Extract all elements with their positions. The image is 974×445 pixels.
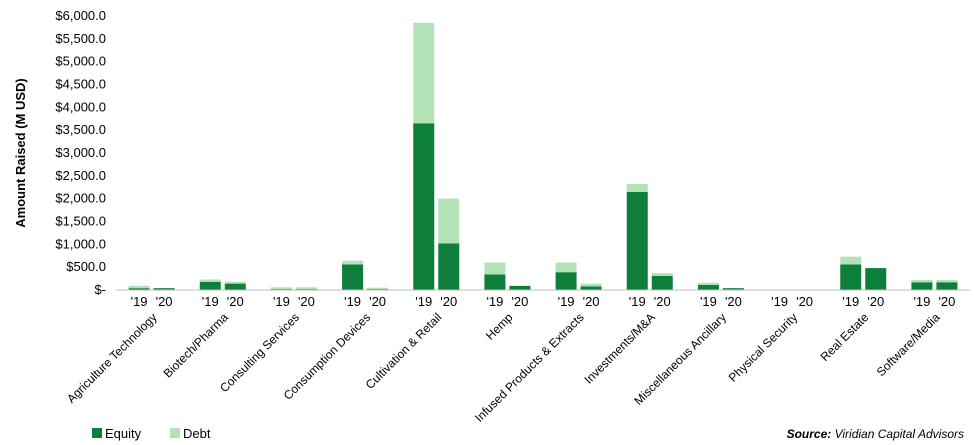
- y-axis-title: Amount Raised (M USD): [13, 78, 28, 228]
- y-tick-label: $1,500.0: [55, 214, 106, 229]
- year-tick-label: '20: [867, 294, 884, 309]
- bar-debt: [555, 262, 577, 273]
- bar-debt: [840, 256, 862, 265]
- bar-equity: [413, 123, 435, 290]
- year-tick-label: '20: [227, 294, 244, 309]
- bar-debt: [295, 287, 317, 290]
- legend-swatch-debt: [170, 428, 180, 438]
- y-axis: $- $500.0 $1,000.0 $1,500.0 $2,000.0 $2,500.0…: [55, 8, 106, 297]
- bar-debt: [413, 22, 435, 124]
- year-tick-label: '20: [796, 294, 813, 309]
- year-tick-label: '20: [440, 294, 457, 309]
- y-tick-label: $2,000.0: [55, 191, 106, 206]
- bar-equity: [153, 288, 175, 290]
- bar-debt: [626, 184, 648, 192]
- bar-equity: [697, 284, 719, 290]
- year-tick-label: '20: [938, 294, 955, 309]
- y-tick-label: $5,500.0: [55, 31, 106, 46]
- legend: Equity Debt: [92, 426, 211, 441]
- y-tick-label: $6,000.0: [55, 8, 106, 23]
- year-tick-label: '20: [725, 294, 742, 309]
- year-tick-label: '19: [273, 294, 290, 309]
- bar-equity: [722, 288, 744, 290]
- year-tick-label: '20: [156, 294, 173, 309]
- bar-equity: [224, 283, 246, 290]
- category-label: Hemp: [483, 310, 516, 343]
- year-tick-label: '20: [298, 294, 315, 309]
- year-tick-label: '19: [486, 294, 503, 309]
- year-tick-label: '19: [913, 294, 930, 309]
- bar-equity: [840, 264, 862, 290]
- category-label: Consulting Services: [217, 310, 302, 395]
- category-label: Cultivation & Retail: [363, 310, 445, 392]
- bar-equity: [626, 191, 648, 290]
- y-tick-label: $2,500.0: [55, 168, 106, 183]
- y-tick-label: $3,000.0: [55, 145, 106, 160]
- bars-group: [128, 22, 958, 290]
- year-tick-label: '19: [202, 294, 219, 309]
- category-label: Biotech/Pharma: [161, 310, 232, 381]
- category-label: Software/Media: [874, 310, 943, 379]
- y-tick-label: $5,000.0: [55, 54, 106, 69]
- y-tick-label: $3,500.0: [55, 122, 106, 137]
- year-tick-label: '19: [771, 294, 788, 309]
- y-tick-label: $-: [94, 282, 106, 297]
- category-label: Physical Security: [726, 310, 801, 385]
- source-note: Source: Viridian Capital Advisors: [787, 427, 964, 441]
- legend-label-equity: Equity: [105, 426, 142, 441]
- bar-debt: [128, 285, 150, 289]
- bar-debt: [936, 279, 958, 283]
- year-tick-label: '20: [511, 294, 528, 309]
- year-tick-label: '19: [842, 294, 859, 309]
- bar-equity: [438, 243, 460, 290]
- year-tick-label: '20: [583, 294, 600, 309]
- y-tick-label: $4,500.0: [55, 77, 106, 92]
- bar-equity: [911, 282, 933, 290]
- category-label: Investments/M&A: [581, 310, 657, 386]
- category-label: Real Estate: [818, 310, 872, 364]
- year-tick-label: '19: [131, 294, 148, 309]
- source-label: Source:: [787, 427, 832, 441]
- bar-debt: [199, 279, 221, 282]
- year-tick-label: '19: [629, 294, 646, 309]
- bar-debt: [438, 198, 460, 244]
- bar-equity: [580, 286, 602, 290]
- bar-debt: [484, 262, 506, 275]
- bar-equity: [651, 275, 673, 290]
- bar-debt: [580, 283, 602, 287]
- bar-equity: [199, 281, 221, 290]
- bar-equity: [509, 285, 531, 290]
- bar-debt: [224, 281, 246, 284]
- year-tick-label: '19: [344, 294, 361, 309]
- bar-debt: [651, 273, 673, 276]
- category-label: Agriculture Technology: [64, 310, 160, 406]
- bar-equity: [936, 282, 958, 290]
- bar-equity: [484, 274, 506, 290]
- bar-equity: [865, 268, 887, 290]
- bar-debt: [911, 279, 933, 283]
- bar-equity: [128, 288, 150, 290]
- legend-label-debt: Debt: [183, 426, 211, 441]
- y-tick-label: $1,000.0: [55, 236, 106, 251]
- bar-equity: [555, 272, 577, 290]
- bar-debt: [270, 287, 292, 290]
- year-tick-label: '20: [654, 294, 671, 309]
- source-value: Viridian Capital Advisors: [831, 427, 964, 441]
- bar-debt: [342, 260, 364, 265]
- y-tick-label: $4,000.0: [55, 99, 106, 114]
- year-tick-label: '19: [558, 294, 575, 309]
- legend-swatch-equity: [92, 428, 102, 438]
- year-tick-label: '20: [369, 294, 386, 309]
- bar-debt: [697, 282, 719, 285]
- y-tick-label: $500.0: [66, 259, 106, 274]
- bar-equity: [342, 264, 364, 290]
- year-tick-label: '19: [700, 294, 717, 309]
- bar-debt: [367, 287, 389, 290]
- year-tick-label: '19: [415, 294, 432, 309]
